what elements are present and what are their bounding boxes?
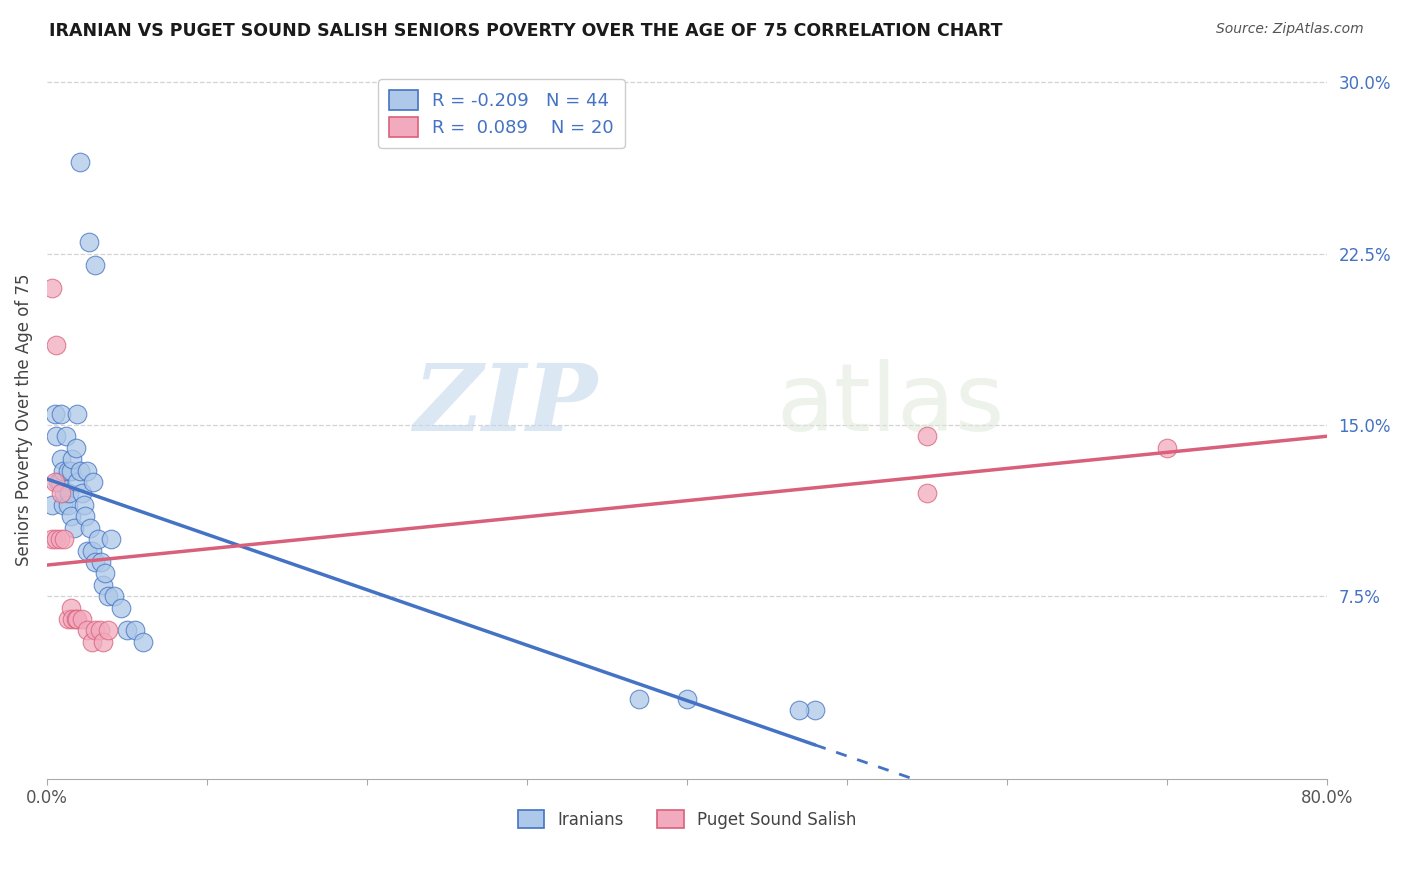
Point: [97, 589, 120, 603]
Point: [56, 612, 79, 626]
Point: [41, 498, 63, 512]
Point: [69, 155, 91, 169]
Point: [124, 624, 146, 638]
Point: [115, 624, 138, 638]
Point: [65, 441, 87, 455]
Point: [62, 452, 84, 467]
Point: [66, 407, 89, 421]
Point: [76, 543, 98, 558]
Point: [53, 486, 76, 500]
Point: [83, 555, 105, 569]
Text: ZIP: ZIP: [413, 359, 598, 450]
Point: [48, 532, 70, 546]
Point: [45, 429, 67, 443]
Point: [132, 635, 155, 649]
Point: [41, 532, 63, 546]
Point: [100, 532, 122, 546]
Point: [89, 624, 111, 638]
Point: [915, 486, 938, 500]
Point: [103, 589, 125, 603]
Point: [83, 624, 105, 638]
Point: [76, 624, 98, 638]
Point: [51, 486, 73, 500]
Point: [110, 600, 132, 615]
Text: Source: ZipAtlas.com: Source: ZipAtlas.com: [1216, 22, 1364, 37]
Point: [76, 464, 98, 478]
Point: [45, 532, 67, 546]
Point: [97, 624, 120, 638]
Point: [65, 612, 87, 626]
Point: [79, 521, 101, 535]
Point: [787, 703, 810, 717]
Point: [48, 475, 70, 489]
Point: [59, 464, 82, 478]
Text: IRANIAN VS PUGET SOUND SALISH SENIORS POVERTY OVER THE AGE OF 75 CORRELATION CHA: IRANIAN VS PUGET SOUND SALISH SENIORS PO…: [49, 22, 1002, 40]
Point: [44, 475, 66, 489]
Point: [77, 235, 100, 250]
Legend: Iranians, Puget Sound Salish: Iranians, Puget Sound Salish: [510, 804, 863, 835]
Point: [83, 258, 105, 272]
Point: [73, 498, 96, 512]
Point: [53, 532, 76, 546]
Point: [70, 486, 93, 500]
Point: [59, 509, 82, 524]
Point: [56, 498, 79, 512]
Point: [70, 612, 93, 626]
Point: [87, 532, 110, 546]
Point: [45, 338, 67, 352]
Point: [69, 464, 91, 478]
Point: [80, 635, 103, 649]
Point: [51, 452, 73, 467]
Point: [62, 612, 84, 626]
Point: [915, 429, 938, 443]
Point: [93, 566, 115, 581]
Point: [56, 464, 79, 478]
Point: [58, 486, 80, 500]
Point: [51, 407, 73, 421]
Point: [66, 612, 89, 626]
Point: [66, 475, 89, 489]
Point: [46, 475, 69, 489]
Point: [91, 578, 114, 592]
Text: atlas: atlas: [776, 359, 1005, 450]
Point: [82, 475, 104, 489]
Point: [804, 703, 827, 717]
Point: [75, 509, 97, 524]
Point: [52, 464, 75, 478]
Y-axis label: Seniors Poverty Over the Age of 75: Seniors Poverty Over the Age of 75: [15, 273, 32, 566]
Point: [63, 521, 86, 535]
Point: [91, 635, 114, 649]
Point: [80, 543, 103, 558]
Point: [628, 692, 651, 706]
Point: [55, 429, 77, 443]
Point: [52, 498, 75, 512]
Point: [1156, 441, 1178, 455]
Point: [90, 555, 112, 569]
Point: [41, 281, 63, 295]
Point: [44, 407, 66, 421]
Point: [676, 692, 699, 706]
Point: [59, 600, 82, 615]
